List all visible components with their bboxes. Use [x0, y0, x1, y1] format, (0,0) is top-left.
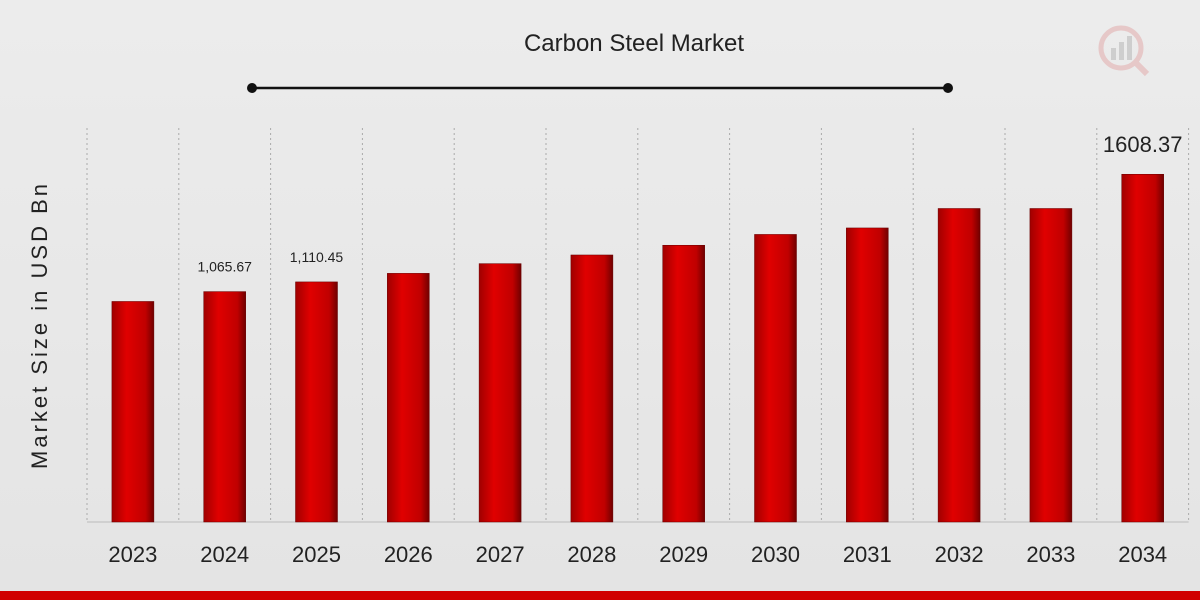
bar-2023	[111, 301, 155, 523]
timeline-end-dot	[943, 83, 953, 93]
data-label: 1,065.67	[197, 259, 252, 275]
x-tick-label: 2025	[292, 542, 341, 567]
bar-2029	[662, 244, 705, 523]
x-tick-label: 2033	[1026, 542, 1075, 567]
x-tick-label: 2032	[935, 542, 984, 567]
bar-2031	[846, 227, 889, 523]
chart-title: Carbon Steel Market	[523, 30, 745, 57]
bar-2024	[203, 291, 246, 523]
x-tick-label: 2028	[567, 542, 616, 567]
x-tick-label: 2029	[659, 542, 708, 567]
x-tick-label: 2031	[843, 542, 892, 567]
data-label: 1,110.45	[290, 249, 344, 265]
x-tick-label: 2023	[108, 542, 157, 567]
bar-2026	[387, 273, 430, 523]
bar-2030	[754, 234, 797, 523]
bar-2033	[1029, 208, 1073, 523]
data-label: 1608.37	[1103, 132, 1183, 157]
bar-2027	[478, 263, 522, 523]
timeline-start-dot	[247, 83, 257, 93]
x-tick-label: 2034	[1118, 542, 1167, 567]
bottom-accent-strip	[0, 591, 1200, 600]
logo-icon	[1095, 22, 1155, 82]
x-tick-label: 2027	[476, 542, 525, 567]
bar-2028	[570, 254, 614, 523]
x-tick-label: 2030	[751, 542, 800, 567]
bar-2034	[1121, 173, 1164, 523]
x-tick-label: 2024	[200, 542, 249, 567]
x-tick-label: 2026	[384, 542, 433, 567]
bar-2025	[295, 281, 338, 523]
bar-2032	[937, 208, 981, 523]
